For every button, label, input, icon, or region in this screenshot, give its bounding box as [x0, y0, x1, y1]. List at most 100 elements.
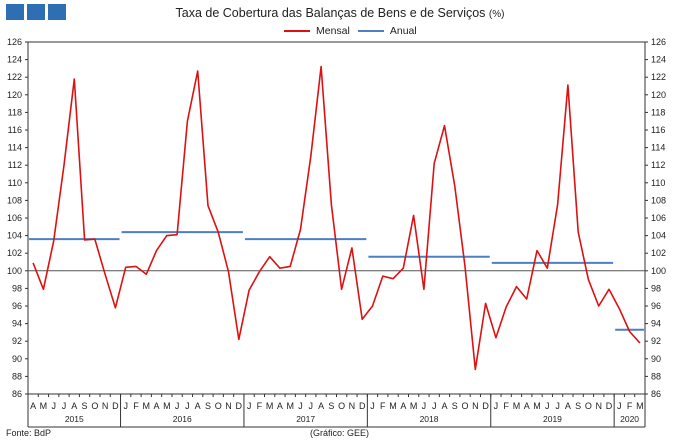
x-tick-label-month: M: [163, 401, 171, 411]
x-tick-label-month: J: [422, 401, 427, 411]
x-tick-label-month: S: [205, 401, 211, 411]
x-tick-label-month: A: [30, 401, 36, 411]
x-year-label: 2017: [296, 414, 315, 424]
x-tick-label-month: J: [62, 401, 67, 411]
chart-title-unit: (%): [488, 9, 505, 20]
x-tick-label-month: S: [82, 401, 88, 411]
y-tick-label-left: 94: [12, 319, 22, 329]
y-tick-label-right: 106: [651, 213, 666, 223]
y-tick-label-right: 114: [651, 143, 665, 153]
x-tick-label-month: J: [247, 401, 252, 411]
x-tick-label-month: F: [380, 401, 386, 411]
x-tick-label-month: O: [585, 401, 592, 411]
x-tick-label-month: N: [349, 401, 356, 411]
y-tick-label-right: 126: [651, 37, 666, 47]
y-tick-label-left: 120: [7, 90, 22, 100]
x-tick-label-month: F: [257, 401, 263, 411]
x-tick-label-month: F: [503, 401, 509, 411]
y-tick-label-right: 104: [651, 231, 666, 241]
x-tick-label-month: J: [494, 401, 499, 411]
y-tick-label-right: 94: [651, 319, 661, 329]
x-tick-label-month: M: [410, 401, 418, 411]
y-tick-label-right: 98: [651, 283, 661, 293]
y-tick-label-right: 116: [651, 125, 665, 135]
y-tick-label-left: 126: [7, 37, 22, 47]
x-tick-label-month: N: [225, 401, 232, 411]
x-tick-label-month: F: [627, 401, 633, 411]
y-tick-label-right: 102: [651, 248, 666, 258]
y-tick-label-left: 86: [12, 389, 22, 399]
x-tick-label-month: D: [482, 401, 489, 411]
y-tick-label-left: 102: [7, 248, 22, 258]
y-tick-label-left: 92: [12, 336, 22, 346]
x-tick-label-month: M: [40, 401, 48, 411]
y-tick-label-right: 100: [651, 266, 666, 276]
x-tick-label-month: A: [195, 401, 201, 411]
y-tick-label-right: 122: [651, 72, 666, 82]
y-tick-label-left: 114: [8, 143, 22, 153]
y-tick-label-left: 88: [12, 371, 22, 381]
x-tick-label-month: D: [359, 401, 366, 411]
logo-block-2: [27, 4, 45, 20]
y-tick-label-left: 110: [8, 178, 22, 188]
x-year-label: 2020: [620, 414, 639, 424]
y-tick-label-right: 92: [651, 336, 661, 346]
x-tick-label-month: M: [389, 401, 397, 411]
x-tick-label-month: M: [636, 401, 644, 411]
x-tick-label-month: D: [112, 401, 119, 411]
y-tick-label-right: 120: [651, 90, 666, 100]
graphic-credit: (Gráfico: GEE): [310, 428, 370, 438]
x-tick-label-month: J: [545, 401, 550, 411]
x-tick-label-month: J: [298, 401, 303, 411]
y-tick-label-right: 96: [651, 301, 661, 311]
x-tick-label-month: A: [524, 401, 530, 411]
x-tick-label-month: J: [555, 401, 560, 411]
x-tick-label-month: A: [318, 401, 324, 411]
y-tick-label-right: 118: [651, 107, 665, 117]
y-tick-label-right: 112: [651, 160, 665, 170]
x-year-label: 2019: [543, 414, 562, 424]
series-mensal-line: [32, 65, 641, 371]
y-tick-label-left: 96: [12, 301, 22, 311]
x-tick-label-month: J: [370, 401, 375, 411]
x-tick-label-month: S: [575, 401, 581, 411]
x-tick-label-month: M: [533, 401, 541, 411]
y-tick-label-left: 122: [7, 72, 22, 82]
plot-frame: [27, 41, 646, 395]
x-tick-label-month: N: [102, 401, 109, 411]
x-tick-label-month: O: [215, 401, 222, 411]
x-tick-label-month: J: [175, 401, 180, 411]
x-tick-label-month: M: [513, 401, 521, 411]
x-tick-label-month: M: [286, 401, 294, 411]
x-tick-label-month: J: [185, 401, 190, 411]
y-tick-label-right: 90: [651, 354, 661, 364]
x-tick-label-month: A: [441, 401, 447, 411]
legend: Mensal Anual: [284, 25, 417, 37]
logo-block-1: [6, 4, 24, 20]
y-tick-label-left: 98: [12, 283, 22, 293]
x-tick-label-month: A: [154, 401, 160, 411]
x-tick-label-month: A: [277, 401, 283, 411]
x-year-label: 2016: [173, 414, 192, 424]
x-tick-label-month: S: [452, 401, 458, 411]
x-tick-label-month: N: [595, 401, 602, 411]
y-tick-label-right: 86: [651, 389, 661, 399]
source-note: Fonte: BdP: [6, 428, 52, 438]
y-tick-label-right: 124: [651, 55, 666, 65]
legend-label-anual: Anual: [389, 25, 417, 37]
x-tick-label-month: O: [462, 401, 469, 411]
y-tick-label-left: 104: [7, 231, 22, 241]
brand-logo: [6, 4, 66, 20]
x-tick-label-month: N: [472, 401, 479, 411]
y-tick-label-left: 108: [7, 195, 22, 205]
x-tick-label-month: J: [432, 401, 437, 411]
legend-label-mensal: Mensal: [316, 25, 350, 37]
x-tick-label-month: A: [71, 401, 77, 411]
y-tick-label-right: 108: [651, 195, 666, 205]
chart-title-container: Taxa de Cobertura das Balanças de Bens e…: [0, 6, 680, 20]
x-tick-label-month: S: [328, 401, 334, 411]
y-tick-label-left: 112: [8, 160, 22, 170]
x-tick-label-month: F: [133, 401, 139, 411]
x-tick-label-month: J: [123, 401, 128, 411]
